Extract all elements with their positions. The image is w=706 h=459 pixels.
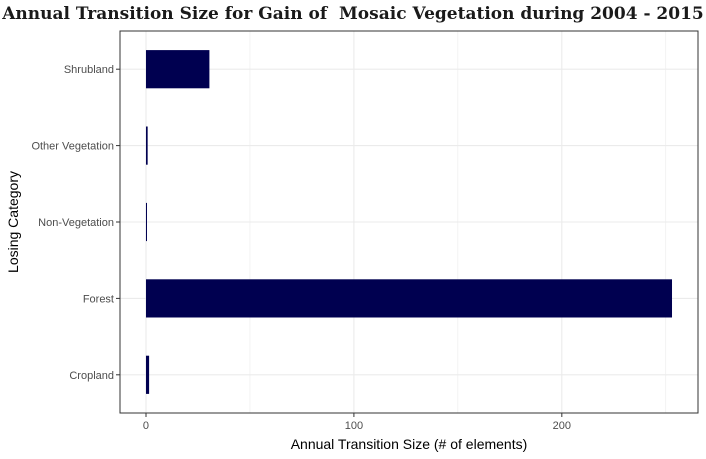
chart-title: Annual Transition Size for Gain of Mosai…	[2, 4, 704, 24]
bar-shrubland	[145, 50, 210, 89]
bar-cropland	[145, 355, 150, 394]
x-tick-label: 0	[143, 420, 149, 432]
y-tick-label: Other Vegetation	[31, 141, 114, 153]
bar-non-vegetation	[145, 202, 147, 242]
bar-other-vegetation	[145, 126, 148, 165]
x-tick-label: 200	[553, 420, 571, 432]
y-tick-label: Non-Vegetation	[38, 217, 114, 229]
tick-layer: 0 100 200 Cropland Forest Non-Vegetation Other…	[31, 64, 571, 432]
bar-layer	[145, 50, 673, 394]
y-tick-label: Shrubland	[64, 64, 114, 76]
bar-forest	[145, 279, 673, 318]
x-tick-label: 100	[345, 420, 363, 432]
y-tick-label: Forest	[83, 293, 114, 305]
y-axis-title: Losing Category	[5, 171, 21, 273]
x-axis-title: Annual Transition Size (# of elements)	[291, 436, 528, 452]
y-tick-label: Cropland	[69, 370, 114, 382]
